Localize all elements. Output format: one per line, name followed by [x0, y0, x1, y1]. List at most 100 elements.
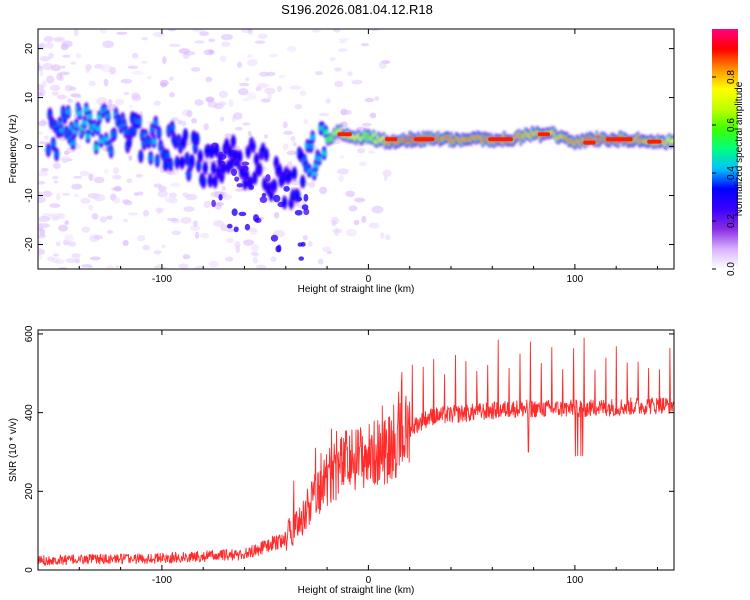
spectrogram-ridge-cell: [83, 106, 89, 112]
spectrogram-streak-blob: [218, 193, 223, 201]
colorbar-label: Normalized spectral amplitude: [734, 81, 745, 216]
spectrogram-noise-blob: [315, 71, 324, 76]
spectrogram-noise-blob: [192, 220, 198, 227]
spectrogram-noise-blob: [235, 188, 244, 192]
spectrogram-ridge-cell: [146, 139, 152, 145]
spectrogram-ridge-cell: [126, 139, 132, 145]
spectrogram-noise-blob: [152, 31, 165, 38]
spectrogram-noise-blob: [38, 180, 41, 185]
spectrogram-ridge-cell: [101, 107, 108, 113]
spectrogram-noise-blob: [338, 174, 344, 182]
spectrogram-noise-blob: [38, 215, 51, 223]
spectrogram-xlabel: Height of straight line (km): [298, 284, 415, 295]
spectrogram-peak-segment: [605, 137, 633, 142]
spectrogram-noise-blob: [177, 119, 183, 125]
spectrogram-noise-blob: [307, 241, 313, 247]
spectrogram-noise-blob: [160, 266, 170, 269]
spectrogram-noise-blob: [286, 45, 297, 53]
spectrogram-noise-blob: [212, 220, 225, 227]
spectrogram-ridge-cell: [93, 145, 99, 151]
spectrogram-ridge-cell: [174, 159, 180, 165]
spectrogram-noise-blob: [339, 154, 345, 159]
spectrogram-ridge-cell: [209, 149, 215, 155]
spectrogram-ridge-cell: [308, 143, 314, 149]
spectrogram-noise-blob: [338, 38, 349, 42]
spectrogram-ridge-cell: [243, 172, 250, 178]
spectrogram-noise-blob: [70, 61, 77, 65]
spectrogram-ridge-cell: [196, 163, 202, 169]
spectrogram-ridge-cell: [257, 166, 263, 172]
spectrogram-noise-blob: [203, 200, 211, 209]
spectrogram-noise-blob: [200, 232, 210, 239]
spectrogram-noise-blob: [61, 40, 73, 48]
spectrogram-noise-blob: [308, 181, 316, 188]
spectrogram-noise-blob: [360, 43, 370, 47]
spectrogram-noise-blob: [171, 230, 182, 236]
spectrogram-streak-blob: [298, 256, 305, 261]
spectrogram-ridge-cell: [224, 142, 230, 148]
spectrogram-noise-blob: [63, 150, 70, 155]
spectrogram-noise-blob: [246, 92, 257, 100]
spectrogram-noise-blob: [348, 205, 358, 212]
spectrogram-noise-blob: [242, 122, 251, 126]
spectrogram-noise-blob: [167, 29, 177, 32]
spectrogram-noise-blob: [233, 112, 243, 120]
spectrogram-noise-blob: [282, 121, 288, 129]
spectrogram-ridge-cell: [108, 149, 114, 155]
spectrogram-streak-blob: [300, 241, 306, 247]
spectrogram-noise-blob: [106, 264, 115, 269]
spectrogram-noise-blob: [170, 168, 180, 175]
spectrogram-ridge-cell: [123, 129, 129, 135]
spectrogram-ridge-cell: [253, 156, 260, 162]
spectrogram-peak-segment: [384, 137, 398, 142]
spectrogram-noise-blob: [361, 122, 372, 127]
spectrogram-ridge-cell: [321, 150, 327, 156]
spectrogram-streak-blob: [238, 211, 247, 217]
spectrogram-noise-blob: [337, 168, 349, 175]
spectrogram-noise-blob: [278, 74, 286, 79]
spectrogram-noise-blob: [53, 180, 59, 184]
spectrogram-ytick-label: -20: [24, 237, 35, 252]
spectrogram-noise-blob: [345, 190, 356, 198]
spectrogram-ridge-cell: [281, 199, 288, 205]
spectrogram-noise-blob: [38, 131, 44, 135]
spectrogram-noise-blob: [364, 97, 375, 103]
spectrogram-noise-blob: [55, 241, 61, 247]
spectrogram-noise-blob: [205, 96, 215, 103]
spectrogram-ridge-cell: [153, 120, 159, 126]
spectrogram-ridge-cell: [65, 109, 71, 115]
spectrogram-noise-blob: [104, 168, 109, 174]
spectrogram-streak-blob: [303, 208, 310, 216]
spectrogram-ridge-cell: [163, 162, 169, 168]
spectrogram-ridge-cell: [310, 134, 316, 140]
spectrogram-noise-blob: [210, 191, 221, 198]
spectrogram-ridge-cell: [280, 176, 286, 182]
spectrogram-noise-blob: [191, 118, 198, 124]
spectrogram-streak-blob: [244, 223, 251, 231]
spectrogram-noise-blob: [246, 59, 258, 67]
spectrogram-marks: [38, 29, 674, 269]
spectrogram-noise-blob: [254, 40, 266, 45]
spectrogram-noise-blob: [147, 120, 153, 124]
spectrogram-ridge-cell: [169, 125, 175, 131]
spectrogram-ridge-cell: [210, 165, 217, 171]
spectrogram-noise-blob: [332, 228, 343, 234]
spectrogram-noise-blob: [208, 260, 219, 268]
spectrogram-noise-blob: [38, 171, 48, 177]
spectrogram-noise-blob: [87, 265, 93, 269]
spectrogram-ridge-cell: [229, 160, 235, 166]
spectrogram-noise-blob: [64, 234, 75, 242]
spectrogram-noise-blob: [257, 33, 268, 39]
spectrogram-noise-blob: [385, 234, 391, 241]
spectrogram-noise-blob: [247, 54, 252, 58]
spectrogram-noise-blob: [103, 78, 109, 87]
spectrogram-noise-blob: [62, 54, 71, 58]
spectrogram-noise-blob: [157, 190, 168, 198]
spectrogram-ridge-cell: [103, 136, 109, 142]
spectrogram-noise-blob: [319, 186, 328, 195]
spectrogram-ridge-cell: [95, 126, 101, 132]
spectrogram-streak-blob: [241, 161, 250, 166]
spectrogram-noise-blob: [112, 197, 121, 204]
spectrogram-noise-blob: [115, 98, 125, 106]
